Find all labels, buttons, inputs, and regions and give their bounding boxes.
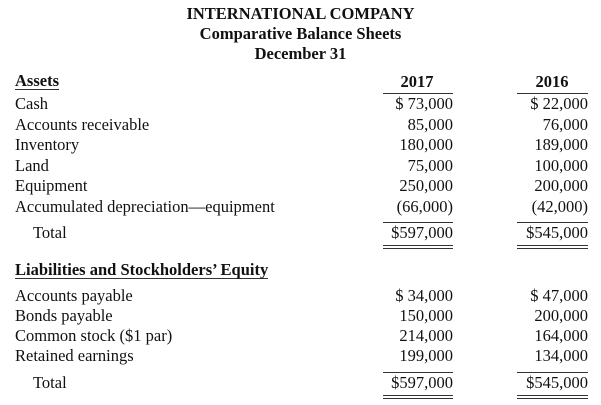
row-label: Land bbox=[15, 155, 49, 175]
table-row: Common stock ($1 par) 214,000 164,000 bbox=[0, 326, 601, 346]
value-2017: 214,000 bbox=[399, 326, 453, 345]
liabilities-subtotal-rule-2016 bbox=[517, 372, 588, 373]
value-2017: (66,000) bbox=[396, 196, 453, 216]
value-2017: 250,000 bbox=[399, 176, 453, 195]
value-2016: 164,000 bbox=[534, 326, 588, 345]
value-2017: $ 73,000 bbox=[395, 94, 453, 113]
value-2016: $ 47,000 bbox=[530, 286, 588, 305]
value-2016: $ 22,000 bbox=[530, 94, 588, 113]
row-label: Retained earnings bbox=[15, 346, 134, 365]
table-row: Retained earnings 199,000 134,000 bbox=[0, 346, 601, 366]
assets-total-2017: $597,000 bbox=[391, 223, 453, 242]
table-row: Bonds payable 150,000 200,000 bbox=[0, 306, 601, 326]
table-row: Accounts payable $ 34,000 $ 47,000 bbox=[0, 286, 601, 306]
column-2016-heading: 2016 bbox=[535, 72, 569, 91]
value-2017: 150,000 bbox=[399, 306, 453, 325]
statement-title: Comparative Balance Sheets bbox=[199, 24, 402, 43]
liabilities-total-double-rule-2017 bbox=[383, 395, 453, 399]
column-2017-heading: 2017 bbox=[400, 72, 434, 91]
column-2016-underline bbox=[517, 93, 588, 94]
row-label: Accounts receivable bbox=[15, 114, 150, 134]
row-label: Inventory bbox=[15, 135, 80, 154]
table-row: Land 75,000 100,000 bbox=[0, 156, 601, 176]
assets-subtotal-rule-2017 bbox=[383, 222, 453, 223]
value-2017: 75,000 bbox=[407, 155, 453, 175]
assets-total-label: Total bbox=[33, 223, 67, 242]
assets-header-row: Assets 2017 2016 bbox=[0, 72, 601, 92]
liabilities-heading: Liabilities and Stockholders’ Equity bbox=[15, 260, 269, 279]
row-label: Cash bbox=[15, 94, 48, 113]
value-2016: 189,000 bbox=[534, 135, 588, 154]
column-2017-underline bbox=[383, 93, 453, 94]
value-2017: 180,000 bbox=[399, 135, 453, 154]
liabilities-total-double-rule-2016 bbox=[517, 395, 588, 399]
row-label: Bonds payable bbox=[15, 306, 113, 325]
assets-subtotal-rule-2016 bbox=[517, 222, 588, 223]
value-2016: 200,000 bbox=[534, 306, 588, 325]
liabilities-total-2016: $545,000 bbox=[526, 373, 588, 392]
assets-total-double-rule-2017 bbox=[383, 245, 453, 249]
company-name: INTERNATIONAL COMPANY bbox=[186, 4, 415, 23]
table-row: Accounts receivable 85,000 76,000 bbox=[0, 115, 601, 135]
liabilities-total-2017: $597,000 bbox=[391, 373, 453, 392]
liabilities-total-row: Total $597,000 $545,000 bbox=[0, 373, 601, 393]
liabilities-subtotal-rule-2017 bbox=[383, 372, 453, 373]
liabilities-header-row: Liabilities and Stockholders’ Equity bbox=[0, 261, 601, 281]
table-row: Accumulated depreciation—equipment (66,00… bbox=[0, 197, 601, 217]
value-2017: 199,000 bbox=[399, 346, 453, 365]
value-2016: 100,000 bbox=[534, 155, 588, 175]
table-row: Inventory 180,000 189,000 bbox=[0, 135, 601, 155]
row-label: Equipment bbox=[15, 176, 88, 195]
assets-heading: Assets bbox=[15, 71, 59, 90]
statement-date: December 31 bbox=[254, 44, 347, 63]
table-row: Cash $ 73,000 $ 22,000 bbox=[0, 94, 601, 114]
liabilities-total-label: Total bbox=[33, 373, 67, 392]
assets-total-double-rule-2016 bbox=[517, 245, 588, 249]
assets-total-row: Total $597,000 $545,000 bbox=[0, 223, 601, 243]
value-2016: 134,000 bbox=[534, 346, 588, 365]
value-2016: (42,000) bbox=[531, 196, 588, 216]
value-2016: 76,000 bbox=[542, 114, 588, 134]
row-label: Accumulated depreciation—equipment bbox=[15, 196, 275, 216]
value-2017: $ 34,000 bbox=[395, 286, 453, 305]
value-2016: 200,000 bbox=[534, 176, 588, 195]
value-2017: 85,000 bbox=[407, 114, 453, 134]
row-label: Common stock ($1 par) bbox=[15, 326, 173, 345]
assets-total-2016: $545,000 bbox=[526, 223, 588, 242]
row-label: Accounts payable bbox=[15, 286, 133, 305]
table-row: Equipment 250,000 200,000 bbox=[0, 176, 601, 196]
